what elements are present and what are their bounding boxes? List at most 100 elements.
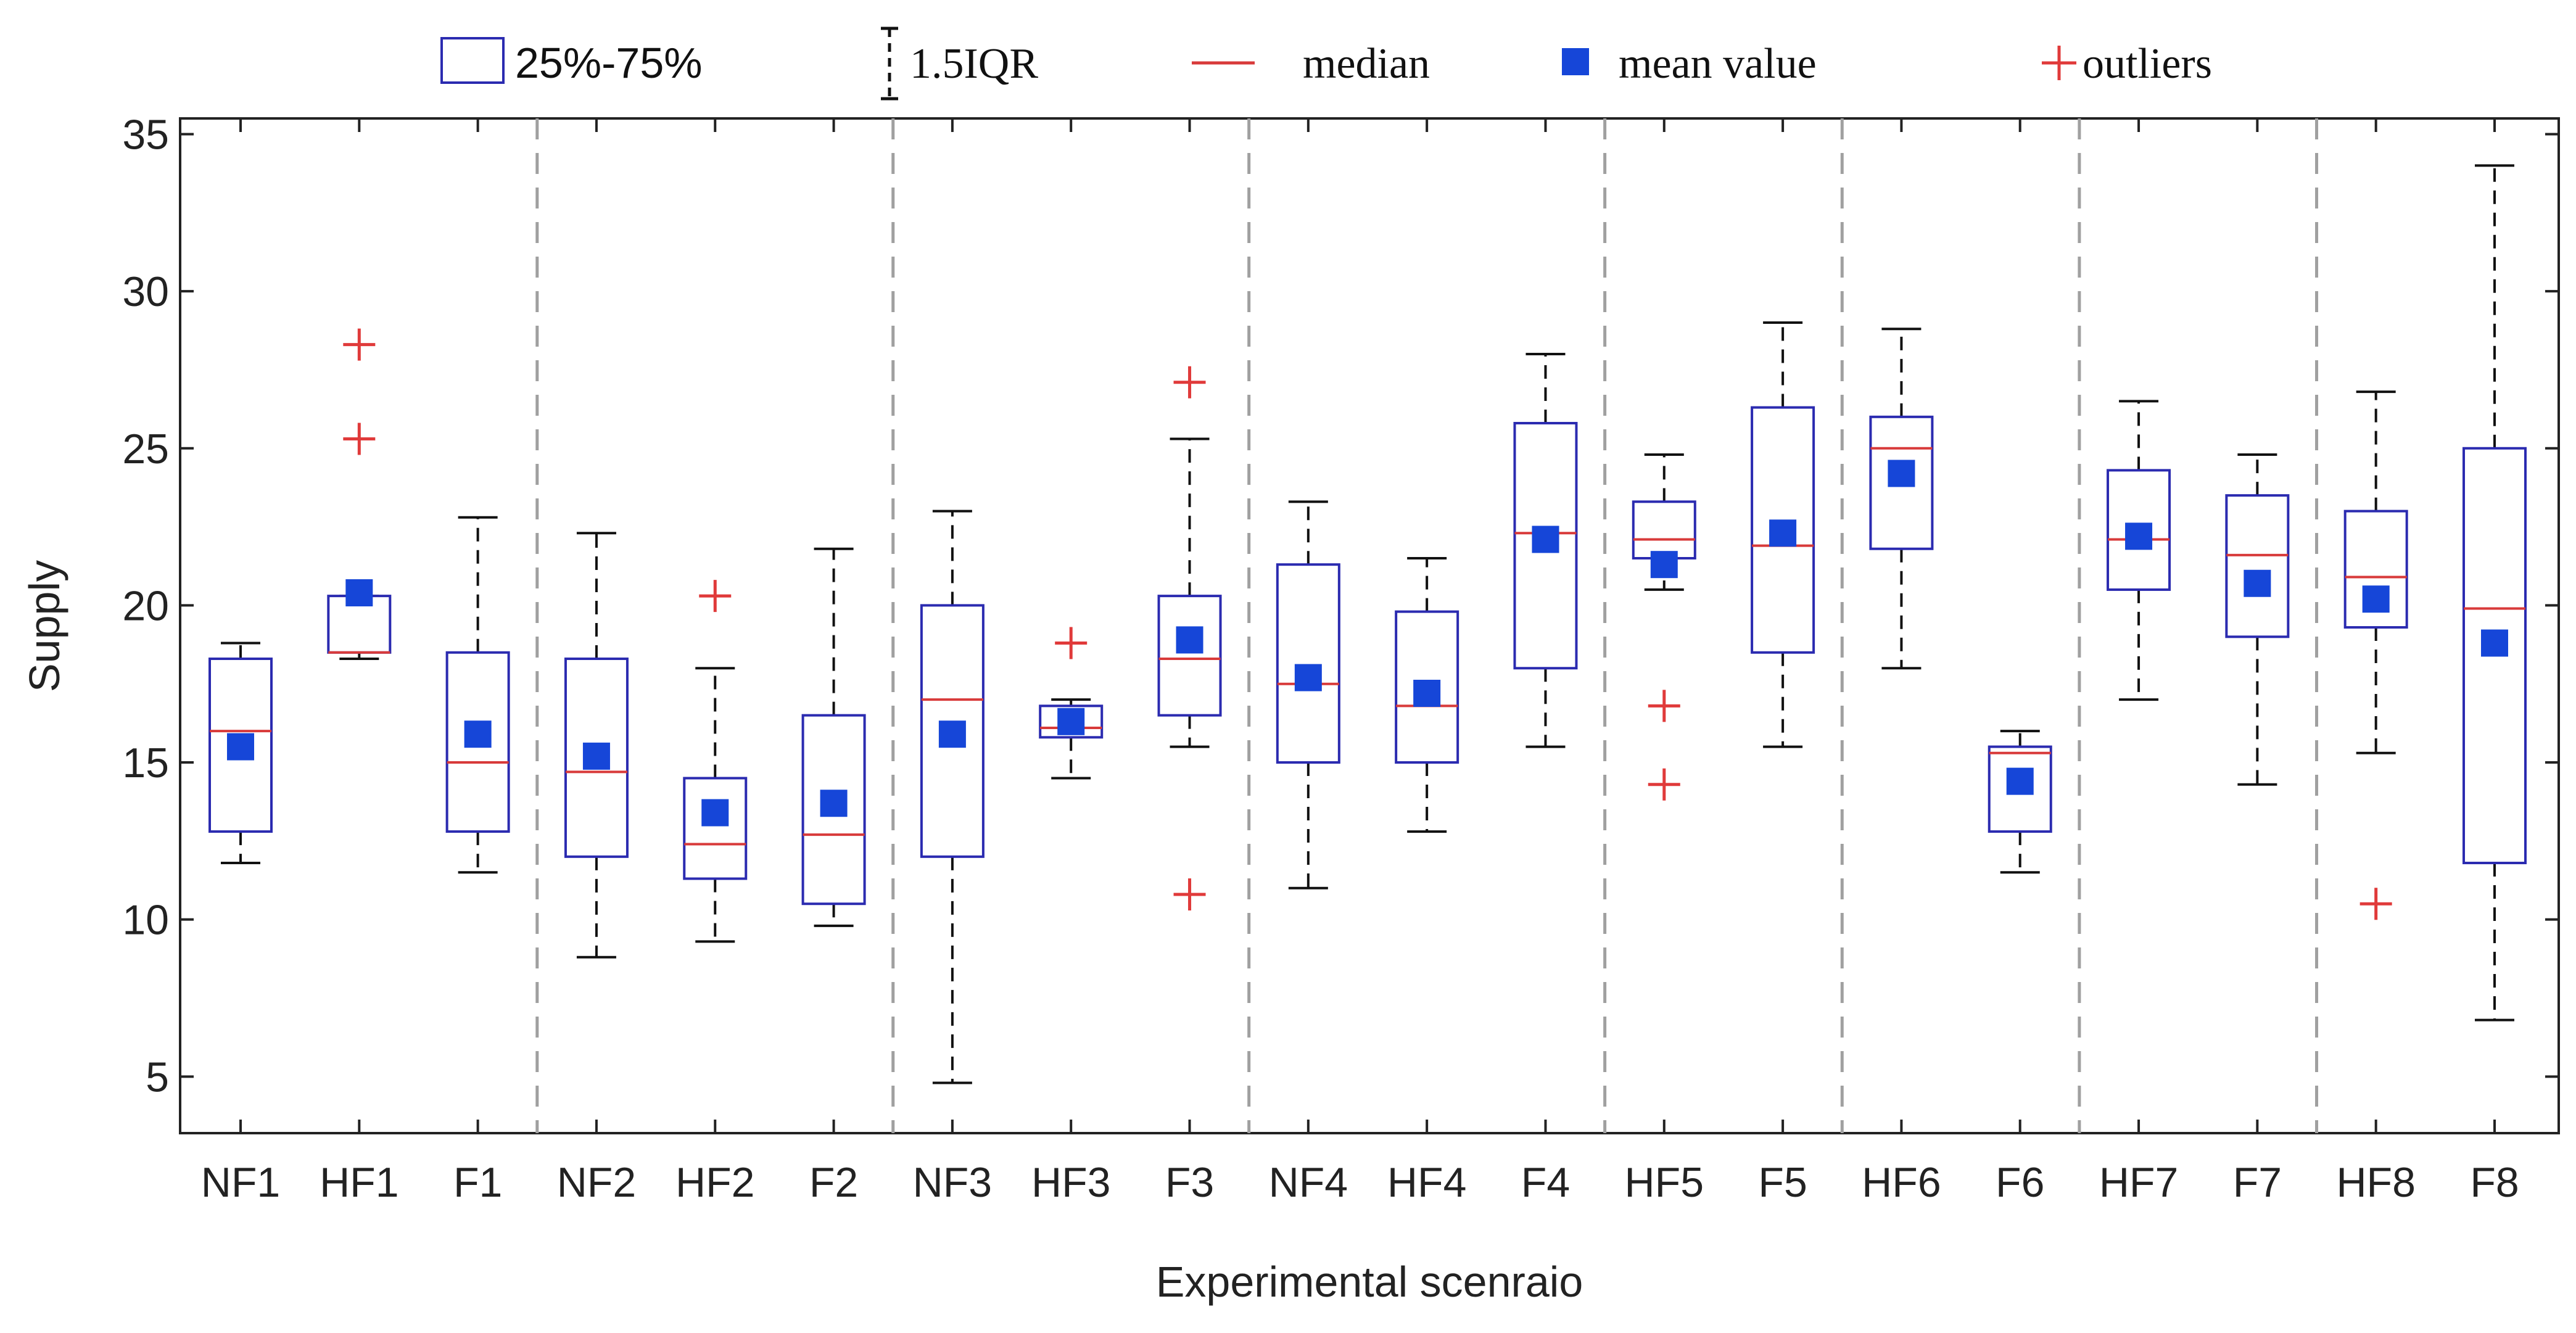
outlier-marker: [1173, 366, 1206, 398]
mean-marker: [2125, 522, 2153, 550]
legend: 25%-75% 1.5IQR median mean value outlier…: [440, 27, 2212, 101]
box-nf3: [920, 510, 985, 1084]
y-axis: 5 10 15 20 25 30 35: [122, 111, 2559, 1100]
iqr-box: [683, 777, 748, 880]
x-tick-label: F7: [2233, 1159, 2282, 1206]
x-tick-label: HF6: [1862, 1159, 1941, 1206]
box-hf1: [327, 328, 392, 660]
legend-whisker-swatch: [881, 27, 898, 101]
mean-marker: [1532, 526, 1559, 553]
x-tick-label: F2: [809, 1159, 858, 1206]
box-f1: [445, 516, 510, 874]
box-hf8: [2343, 390, 2408, 920]
outlier-marker: [343, 423, 376, 455]
outlier-marker: [1648, 768, 1680, 801]
legend-mean-swatch: [1562, 48, 1589, 75]
x-tick-label: NF1: [201, 1159, 280, 1206]
mean-marker: [1769, 519, 1797, 547]
mean-marker: [1294, 664, 1322, 691]
iqr-box: [2225, 494, 2290, 638]
x-tick-label: F8: [2470, 1159, 2519, 1206]
x-tick-label: HF3: [1031, 1159, 1110, 1206]
iqr-box: [1157, 595, 1222, 717]
x-tick-label: NF2: [557, 1159, 636, 1206]
box-f2: [801, 547, 866, 927]
x-tick-label: HF5: [1625, 1159, 1704, 1206]
outlier-marker: [343, 328, 376, 361]
mean-marker: [227, 733, 254, 761]
outlier-marker: [1055, 627, 1088, 659]
mean-marker: [938, 720, 966, 748]
box-f7: [2225, 453, 2290, 786]
y-tick-label: 20: [122, 582, 169, 629]
box-hf5: [1632, 453, 1696, 801]
y-axis-title: Supply: [20, 560, 68, 692]
x-tick-label: NF4: [1269, 1159, 1348, 1206]
outlier-marker: [2359, 888, 2392, 920]
mean-marker: [820, 790, 848, 817]
box-hf4: [1395, 557, 1459, 833]
mean-marker: [2362, 585, 2390, 613]
outlier-marker: [1173, 878, 1206, 910]
box-nf2: [564, 532, 629, 959]
outlier-marker: [699, 580, 732, 613]
mean-marker: [1650, 551, 1678, 579]
y-tick-label: 15: [122, 740, 169, 786]
outlier-marker: [1648, 690, 1680, 722]
box-hf2: [683, 580, 748, 943]
y-tick-label: 30: [122, 268, 169, 315]
box-nf4: [1276, 500, 1340, 889]
legend-box-swatch: [440, 37, 505, 84]
box-f6: [1988, 730, 2052, 874]
iqr-box: [2107, 469, 2171, 591]
mean-marker: [2481, 629, 2508, 657]
mean-marker: [1057, 708, 1085, 735]
box-series: [208, 164, 2527, 1084]
x-tick-label: F1: [453, 1159, 502, 1206]
box-f5: [1751, 321, 1815, 748]
x-tick-label: HF8: [2336, 1159, 2415, 1206]
mean-marker: [345, 579, 373, 607]
mean-marker: [1413, 679, 1441, 707]
box-f3: [1157, 366, 1222, 910]
mean-marker: [1176, 626, 1203, 654]
mean-marker: [701, 799, 729, 827]
x-tick-label: F5: [1758, 1159, 1807, 1206]
iqr-box: [208, 657, 273, 833]
x-tick-label: F4: [1521, 1159, 1570, 1206]
iqr-box: [1632, 500, 1696, 560]
x-tick-label: HF2: [675, 1159, 754, 1206]
mean-marker: [582, 742, 610, 770]
x-tick-label: F3: [1165, 1159, 1214, 1206]
mean-marker: [464, 720, 492, 748]
y-tick-label: 35: [122, 111, 169, 158]
x-tick-label: F6: [1996, 1159, 2044, 1206]
mean-marker: [2006, 767, 2034, 795]
box-hf7: [2107, 400, 2171, 701]
x-tick-label: NF3: [913, 1159, 992, 1206]
legend-box-label: 25%-75%: [515, 39, 703, 87]
mean-marker: [1888, 460, 1915, 487]
legend-median-label: median: [1303, 40, 1430, 88]
plot-frame: [179, 117, 2560, 1134]
legend-outlier-label: outliers: [2083, 40, 2212, 88]
box-f8: [2462, 164, 2527, 1021]
iqr-box: [1276, 563, 1340, 764]
mean-marker: [2244, 569, 2271, 597]
box-f4: [1513, 352, 1578, 748]
legend-outlier-swatch: [2042, 46, 2076, 80]
box-hf6: [1869, 328, 1934, 670]
y-tick-label: 10: [122, 897, 169, 944]
x-axis-title: Experimental scenraio: [1156, 1258, 1583, 1306]
x-tick-label: HF7: [2099, 1159, 2178, 1206]
legend-mean-label: mean value: [1619, 40, 1817, 88]
group-separators: [535, 118, 2319, 1133]
x-axis: NF1 HF1 F1 NF2 HF2 F2 NF3 HF3 F3 NF4 HF4 F4 HF5 F5 HF6…: [201, 118, 2519, 1206]
box-nf1: [208, 642, 273, 865]
y-tick-label: 25: [122, 426, 169, 473]
x-tick-label: HF4: [1387, 1159, 1466, 1206]
box-hf3: [1039, 627, 1104, 780]
x-tick-label: HF1: [320, 1159, 398, 1206]
y-tick-label: 5: [146, 1054, 169, 1100]
